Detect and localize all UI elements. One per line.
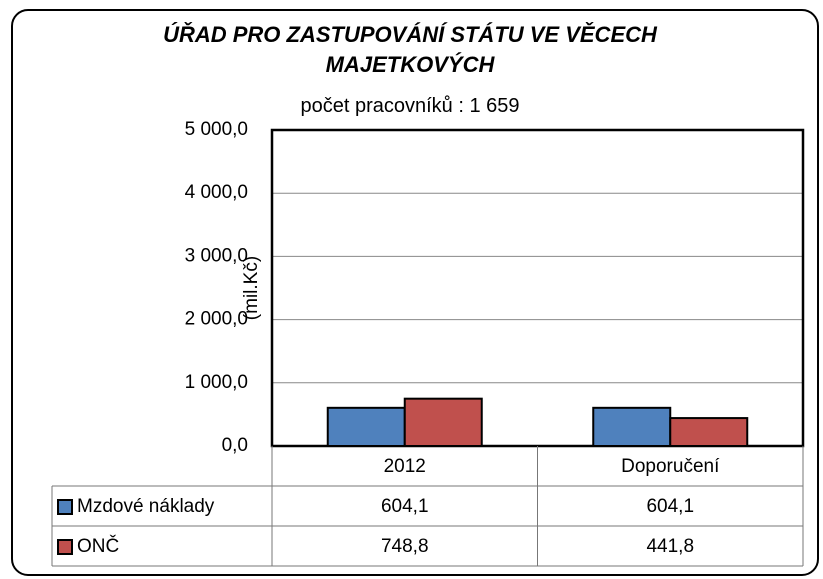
bar — [592, 406, 672, 448]
bar — [403, 397, 483, 448]
data-label: 604,1 — [646, 496, 694, 517]
plot-area — [272, 130, 803, 446]
y-tick-label: 5 000,0 — [185, 119, 248, 140]
y-tick-label: 2 000,0 — [185, 309, 248, 330]
data-label: 748,8 — [381, 536, 429, 557]
legend-swatch — [57, 499, 73, 515]
x-tick-label: Doporučení — [621, 456, 720, 477]
bar — [669, 417, 749, 448]
x-tick-label: 2012 — [384, 456, 426, 477]
legend-swatch — [57, 539, 73, 555]
y-tick-label: 4 000,0 — [185, 182, 248, 203]
data-label: 441,8 — [646, 536, 694, 557]
legend-label: ONČ — [77, 535, 119, 557]
data-label: 604,1 — [381, 496, 429, 517]
y-tick-label: 3 000,0 — [185, 245, 248, 266]
chart-title: ÚŘAD PRO ZASTUPOVÁNÍ STÁTU VE VĚCECH MAJ… — [163, 22, 657, 77]
y-axis-label: (mil.Kč) — [241, 256, 262, 320]
chart-subtitle: počet pracovníků : 1 659 — [300, 95, 520, 117]
y-tick-label: 1 000,0 — [185, 372, 248, 393]
y-tick-label: 0,0 — [222, 435, 248, 456]
bar — [326, 406, 406, 448]
legend-label: Mzdové náklady — [77, 496, 215, 517]
